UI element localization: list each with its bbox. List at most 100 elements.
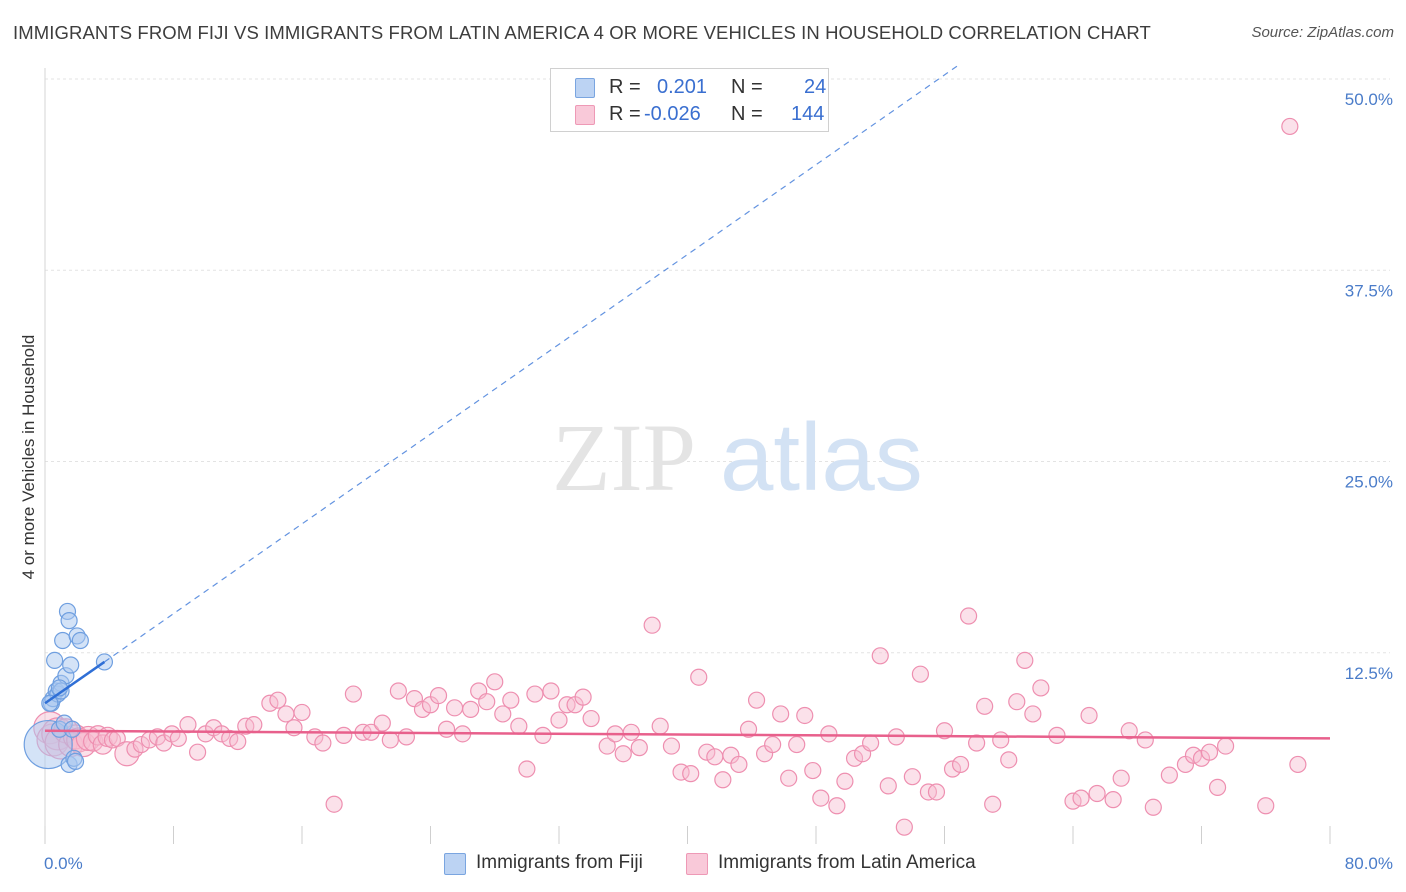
data-point-latam (1208, 778, 1227, 796)
data-point-fiji (62, 656, 80, 674)
data-point-fiji (66, 752, 85, 770)
data-point-latam (630, 739, 648, 757)
data-point-latam (862, 734, 880, 752)
data-point-latam (739, 720, 758, 738)
legend-label-latam: Immigrants from Latin America (718, 852, 976, 873)
legend-label-fiji: Immigrants from Fiji (476, 852, 643, 873)
data-point-latam (518, 760, 536, 778)
data-point-latam (871, 647, 889, 665)
data-point-latam (486, 673, 504, 691)
data-point-latam (1144, 798, 1162, 816)
data-point-latam (976, 697, 994, 715)
data-point-latam (812, 789, 830, 807)
data-point-latam (188, 743, 207, 761)
data-point-latam (229, 732, 247, 751)
data-point-latam (943, 760, 962, 778)
data-point-latam (397, 728, 416, 746)
data-point-latam (132, 735, 150, 754)
chart-title: IMMIGRANTS FROM FIJI VS IMMIGRANTS FROM … (13, 22, 1151, 43)
data-point-latam (1281, 117, 1299, 136)
legend-n-label: N = (731, 76, 763, 98)
legend-n-value: 24 (804, 76, 827, 98)
legend-swatch-latam (575, 105, 595, 125)
data-point-latam (179, 716, 197, 734)
fiji-points (23, 602, 114, 774)
legend-swatch-latam (686, 853, 708, 875)
trend-line-fiji-extrapolated (104, 63, 961, 663)
legend-swatch-fiji (444, 853, 466, 875)
data-point-latam (714, 771, 732, 789)
legend-r-label: R = (609, 103, 641, 125)
data-point-latam (478, 693, 496, 711)
data-point-fiji (54, 631, 72, 650)
data-point-latam (828, 797, 846, 815)
source-label: Source: ZipAtlas.com (1251, 24, 1394, 41)
data-point-latam (730, 755, 748, 774)
trend-lines (44, 63, 1331, 740)
data-point-latam (526, 685, 544, 703)
data-point-latam (662, 737, 681, 755)
data-point-latam (1048, 726, 1066, 744)
data-point-latam (325, 795, 343, 813)
data-point-latam (381, 731, 399, 749)
data-point-latam (1000, 751, 1018, 769)
data-point-latam (698, 743, 716, 761)
correlation-legend: R = 0.201 N = 24 R = -0.026 N = 144 (550, 68, 829, 132)
data-point-latam (542, 682, 560, 700)
data-point-latam (690, 668, 708, 686)
data-point-latam (764, 735, 782, 754)
data-point-latam (335, 726, 353, 744)
data-point-latam (1216, 737, 1235, 755)
data-point-latam (1200, 743, 1219, 761)
legend-r-value: -0.026 (644, 103, 701, 125)
data-point-latam (959, 607, 978, 625)
data-point-latam (706, 748, 724, 766)
data-point-latam (502, 691, 520, 709)
data-point-latam (344, 685, 362, 703)
data-point-latam (992, 731, 1010, 749)
data-point-latam (389, 682, 407, 700)
data-point-latam (895, 818, 913, 836)
legend-r-label: R = (609, 76, 641, 98)
data-point-latam (836, 772, 854, 790)
data-point-latam (622, 723, 640, 741)
watermark-atlas: atlas (720, 404, 923, 511)
data-point-latam (429, 686, 448, 705)
trend-line-fiji (44, 660, 106, 705)
data-point-latam (550, 711, 568, 729)
data-point-latam (1016, 651, 1034, 670)
data-point-latam (269, 691, 287, 709)
data-point-latam (1160, 766, 1178, 784)
data-point-latam (845, 749, 864, 767)
data-point-latam (796, 706, 814, 725)
data-point-latam (804, 761, 822, 780)
data-point-latam (1257, 797, 1275, 815)
data-point-latam (1032, 679, 1050, 697)
data-point-fiji (60, 612, 78, 630)
data-point-latam (1112, 769, 1130, 787)
data-point-latam (213, 725, 231, 743)
data-point-latam (462, 700, 480, 718)
data-point-latam (413, 700, 432, 718)
y-tick-label: 37.5% (1345, 281, 1393, 300)
legend-swatch-fiji (575, 78, 595, 98)
data-point-latam (148, 728, 167, 746)
data-point-latam (1072, 789, 1090, 807)
data-point-latam (1136, 731, 1154, 749)
data-point-latam (614, 745, 632, 763)
data-point-latam (582, 709, 600, 728)
legend-n-value: 144 (791, 103, 825, 125)
data-point-latam (373, 714, 391, 732)
data-point-latam (445, 699, 464, 717)
data-point-latam (643, 616, 661, 634)
data-point-latam (911, 665, 930, 683)
data-point-latam (968, 734, 986, 752)
data-point-latam (534, 726, 552, 744)
data-point-latam (651, 717, 669, 735)
data-point-latam (780, 769, 798, 787)
data-point-latam (598, 737, 616, 755)
data-point-latam (114, 741, 140, 767)
y-tick-label: 12.5% (1345, 664, 1393, 683)
watermark-zip: ZIP (552, 404, 696, 511)
